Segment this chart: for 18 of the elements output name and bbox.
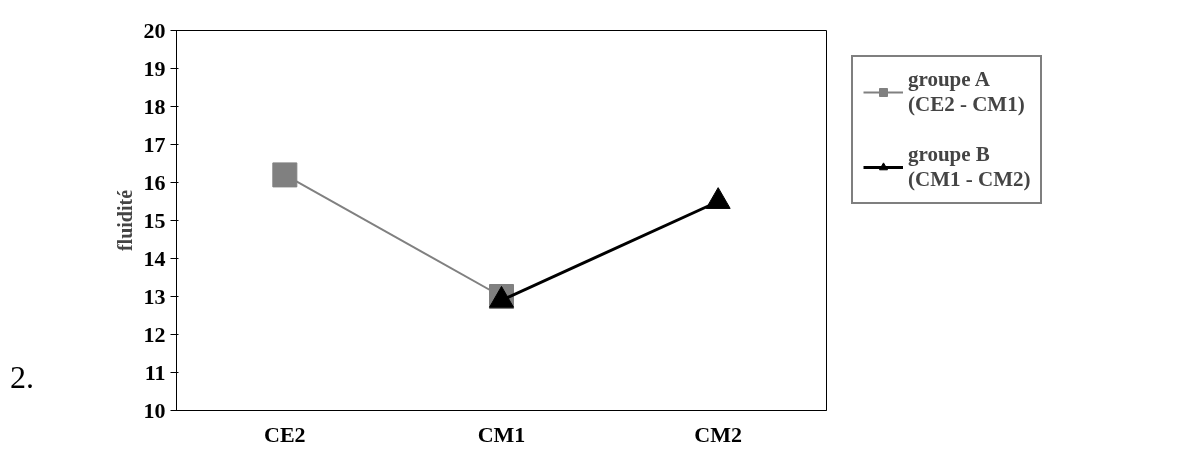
y-tick-label: 13 [143, 283, 166, 309]
x-tick-label: CM1 [477, 421, 526, 447]
text: 2. [10, 358, 34, 397]
y-tick-label: 19 [143, 55, 166, 81]
y-axis-title: fluidité [113, 189, 136, 252]
legend-label: groupe A (CE2 - CM1) [908, 67, 1025, 117]
y-tick-label: 12 [143, 321, 166, 347]
y-tick-label: 20 [143, 17, 166, 43]
y-tick-label: 11 [144, 359, 166, 385]
y-tick-label: 18 [143, 93, 166, 119]
y-tick-label: 15 [143, 207, 166, 233]
legend-label: groupe B (CM1 - CM2) [908, 142, 1031, 192]
y-tick-label: 14 [143, 245, 166, 271]
x-tick-label: CE2 [264, 421, 306, 447]
x-tick-label: CM2 [694, 421, 742, 447]
y-tick-label: 10 [143, 397, 166, 423]
y-tick-label: 17 [143, 131, 166, 157]
y-tick-label: 16 [143, 169, 166, 195]
